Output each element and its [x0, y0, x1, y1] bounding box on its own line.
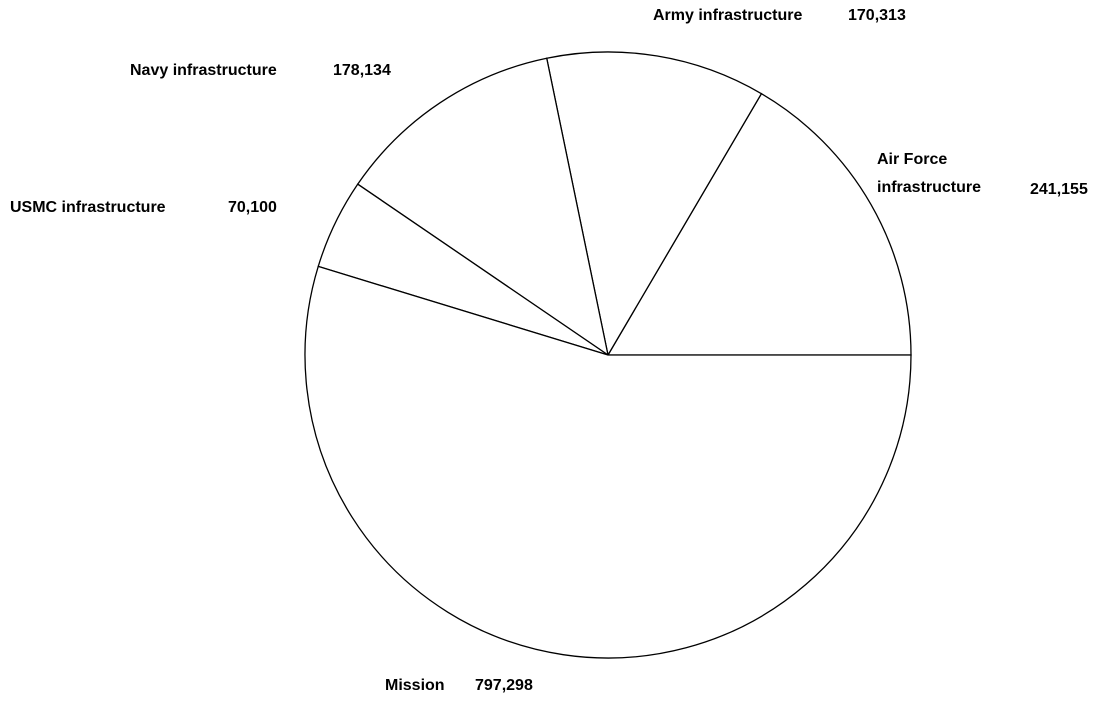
slice-value-label: 170,313	[848, 7, 906, 24]
pie-slice	[304, 265, 912, 659]
pie-slice	[606, 92, 912, 356]
slice-value-label: 70,100	[228, 199, 277, 216]
slice-label: Air Force infrastructure	[877, 151, 982, 196]
slice-label: USMC infrastructure	[10, 199, 166, 216]
slice-value-label: 178,134	[333, 62, 391, 79]
pie-slice	[356, 57, 609, 357]
pie-slice	[545, 51, 763, 357]
slice-label: Mission	[385, 677, 445, 694]
slice-value-label: 797,298	[475, 677, 533, 694]
slice-label: Army infrastructure	[653, 7, 803, 24]
slice-label: Navy infrastructure	[130, 62, 277, 79]
slice-value-label: 241,155	[1030, 181, 1088, 198]
